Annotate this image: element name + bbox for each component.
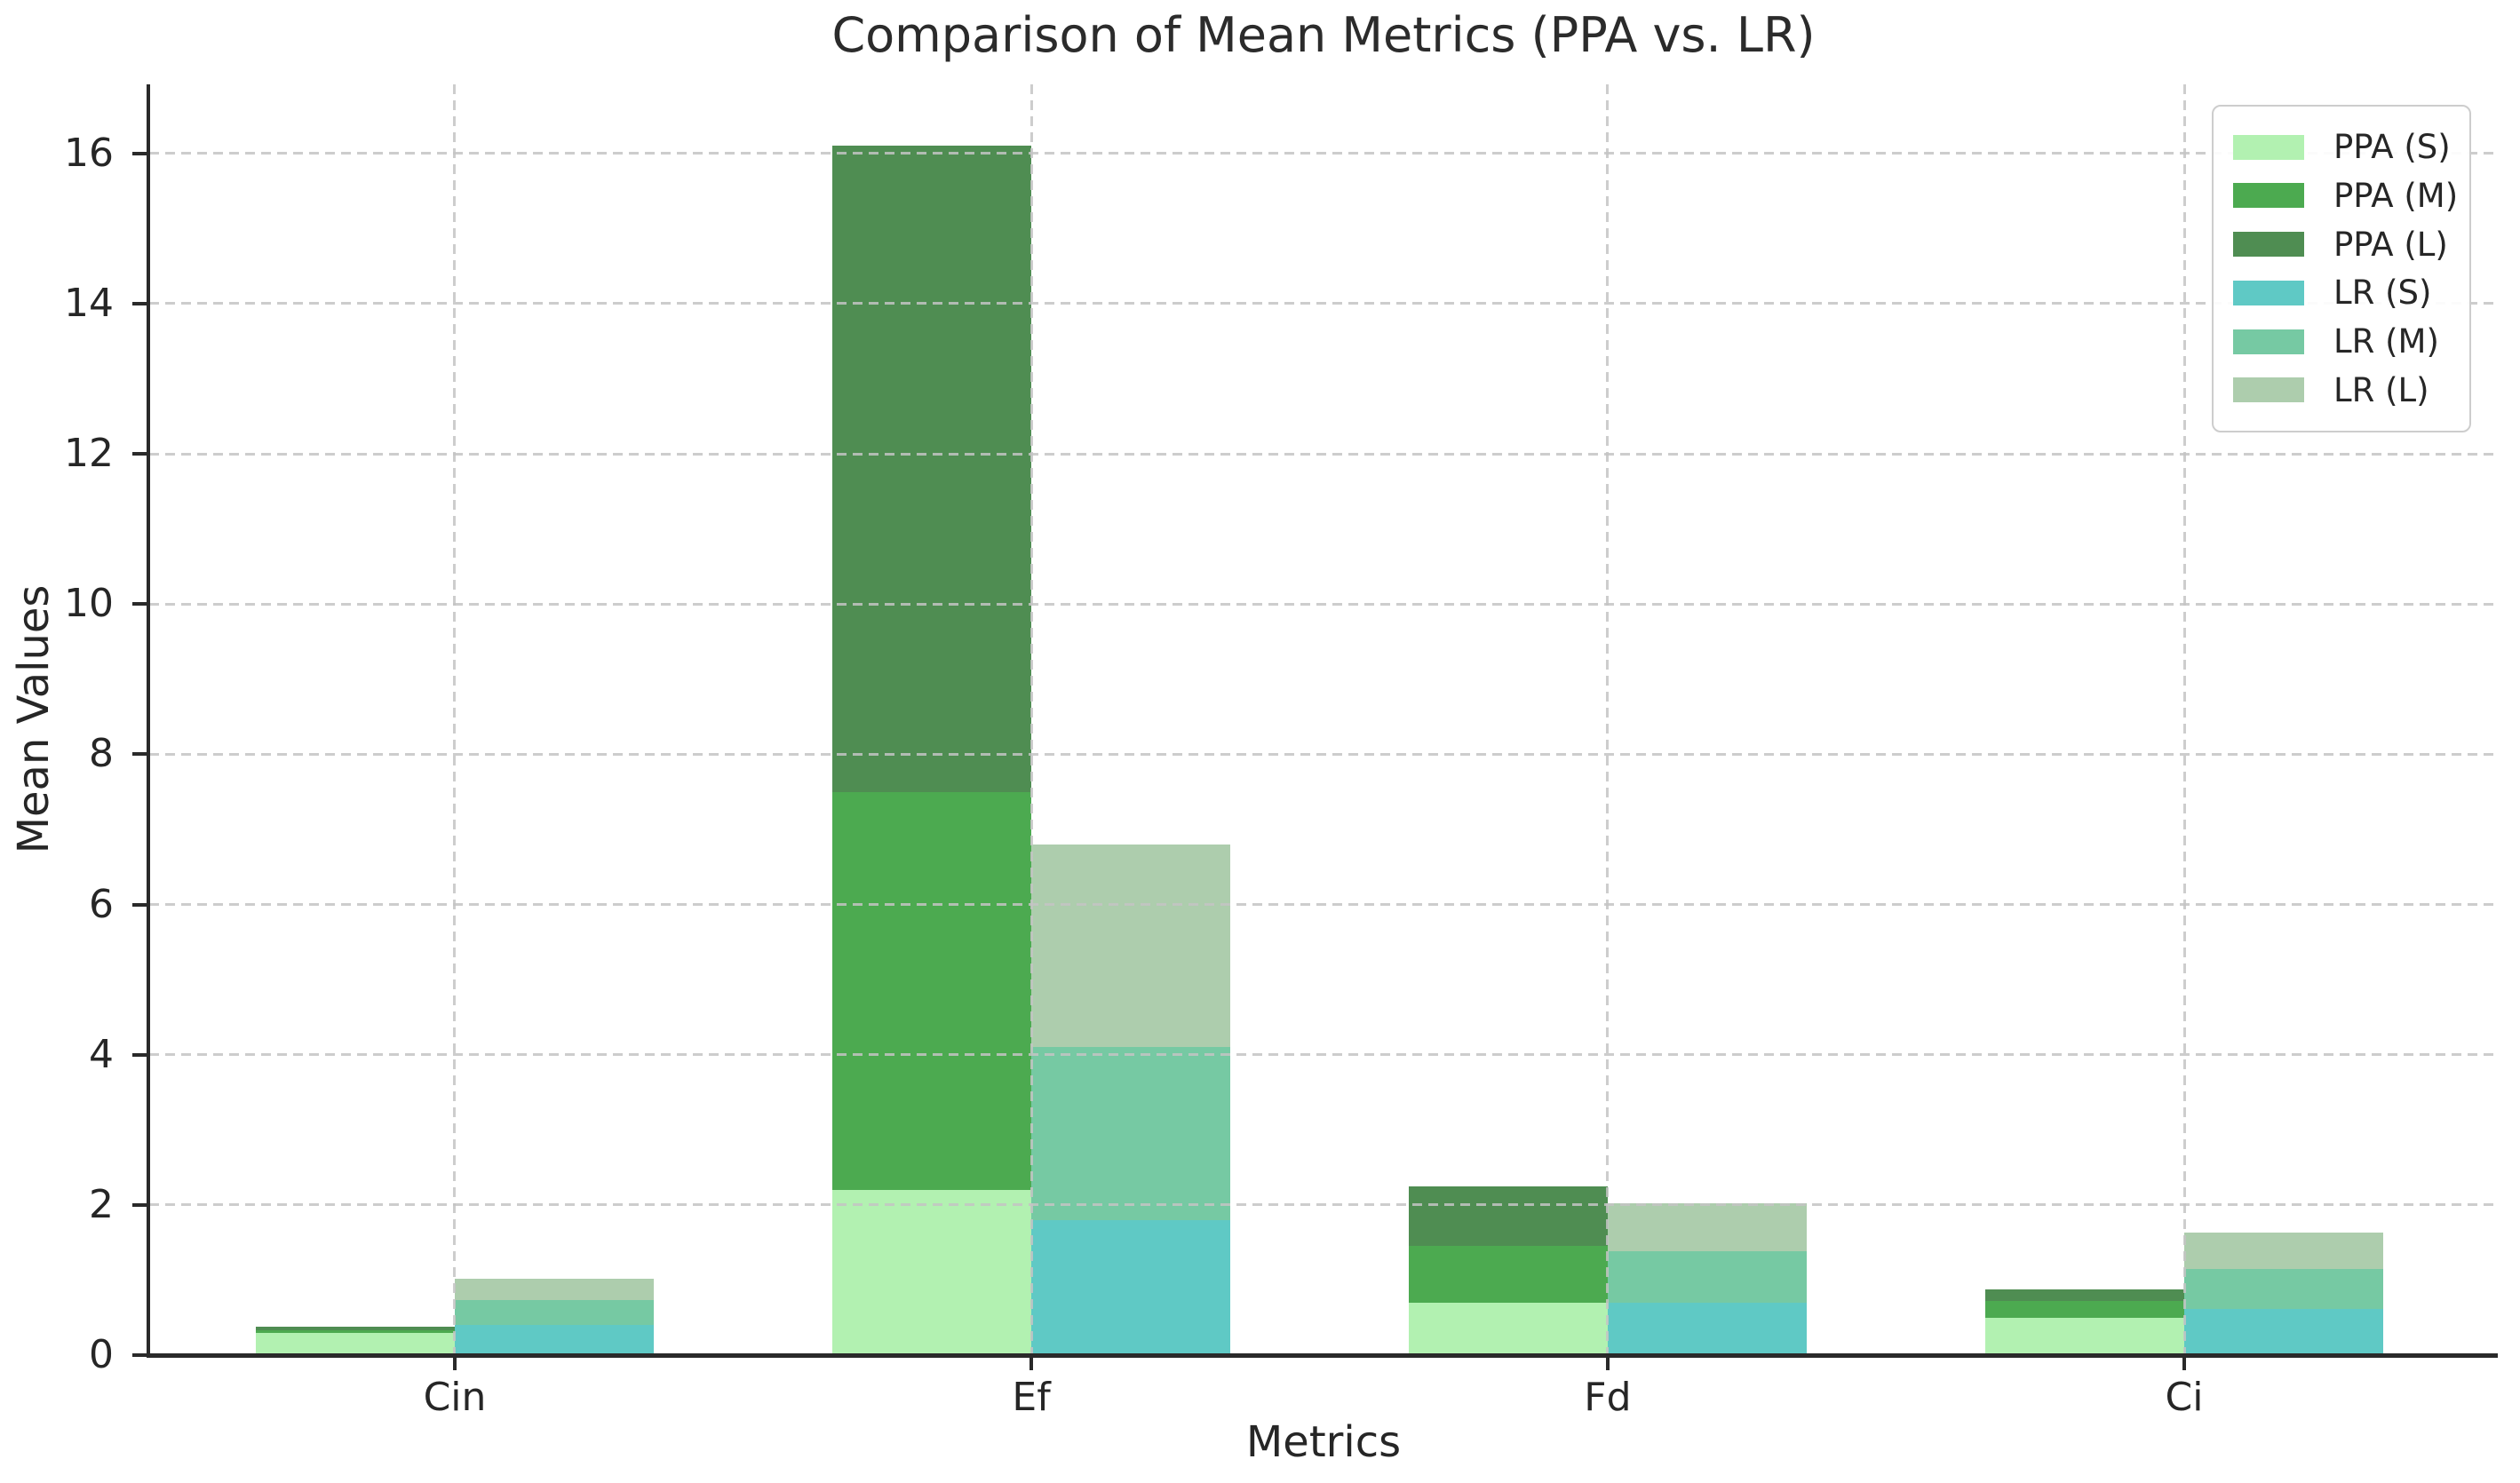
y-tick-label: 6: [89, 881, 114, 927]
x-axis-label: Metrics: [1245, 1417, 1402, 1467]
gridline-horizontal: [149, 602, 2498, 606]
x-tick-mark: [1605, 1357, 1610, 1370]
legend-swatch-LR (S): [2233, 280, 2304, 305]
x-tick-mark: [452, 1357, 457, 1370]
y-tick-label: 14: [64, 280, 114, 326]
bar-Ef-PPA (S): [832, 1189, 1032, 1355]
y-tick-mark: [132, 1202, 147, 1207]
gridline-horizontal: [149, 452, 2498, 456]
gridline-horizontal: [149, 152, 2498, 155]
bar-Cin-PPA (S): [255, 1333, 455, 1355]
x-tick-label: Cin: [423, 1375, 487, 1420]
bar-Ci-LR (S): [2184, 1308, 2384, 1355]
y-tick-label: 8: [89, 731, 114, 777]
gridline-horizontal: [149, 903, 2498, 907]
gridline-vertical: [1029, 84, 1033, 1355]
y-tick-mark: [132, 602, 147, 607]
bar-Cin-PPA (M): [255, 1330, 455, 1334]
legend-label: LR (S): [2333, 274, 2432, 313]
legend-label: PPA (S): [2333, 128, 2451, 166]
gridline-horizontal: [149, 1053, 2498, 1057]
bar-Ci-PPA (L): [1985, 1289, 2185, 1302]
gridline-horizontal: [149, 1203, 2498, 1207]
y-tick-mark: [132, 902, 147, 907]
bar-Fd-LR (M): [1607, 1251, 1807, 1303]
x-tick-label: Ef: [1012, 1375, 1051, 1420]
bar-Fd-PPA (S): [1408, 1302, 1608, 1355]
bar-Fd-LR (L): [1607, 1203, 1807, 1252]
y-tick-mark: [132, 151, 147, 155]
gridline-vertical: [1606, 84, 1610, 1355]
bar-Ef-LR (L): [1031, 844, 1231, 1048]
legend-label: LR (M): [2333, 322, 2439, 361]
y-tick-label: 4: [89, 1031, 114, 1077]
gridline-horizontal: [149, 752, 2498, 756]
y-tick-label: 16: [64, 130, 114, 176]
plot-area: 0 2 4 6 8 10 12 14 16 Cin Ef Fd Ci: [64, 84, 2498, 1420]
bar-Cin-LR (S): [454, 1325, 654, 1355]
gridline-vertical: [453, 84, 457, 1355]
bar-Fd-PPA (L): [1408, 1186, 1608, 1247]
legend-item: PPA (S): [2233, 128, 2460, 166]
legend-item: PPA (M): [2233, 177, 2460, 215]
legend-item: LR (S): [2233, 274, 2460, 312]
legend-item: LR (M): [2233, 322, 2460, 361]
y-tick-label: 2: [89, 1181, 114, 1227]
legend-item: PPA (L): [2233, 226, 2460, 264]
legend-swatch-PPA (M): [2233, 183, 2304, 209]
legend-swatch-LR (L): [2233, 377, 2304, 403]
bar-Ef-LR (M): [1031, 1047, 1231, 1220]
y-tick-label: 10: [64, 581, 114, 627]
bar-Cin-PPA (L): [255, 1326, 455, 1331]
legend-label: LR (L): [2333, 370, 2429, 409]
x-tick-label: Ci: [2165, 1375, 2204, 1420]
y-axis-line: [147, 84, 150, 1358]
y-tick-mark: [132, 452, 147, 456]
bar-Ci-PPA (M): [1985, 1301, 2185, 1318]
bar-Ef-LR (S): [1031, 1219, 1231, 1355]
bar-Fd-PPA (M): [1408, 1246, 1608, 1303]
y-tick-mark: [132, 752, 147, 757]
bar-Ci-LR (M): [2184, 1268, 2384, 1309]
bar-Ef-PPA (M): [832, 791, 1032, 1190]
legend-swatch-PPA (L): [2233, 232, 2304, 258]
x-tick-label: Fd: [1584, 1375, 1632, 1420]
y-tick-label: 0: [89, 1332, 114, 1377]
y-tick-mark: [132, 1052, 147, 1057]
bar-Cin-LR (M): [454, 1300, 654, 1326]
y-tick-label: 12: [64, 431, 114, 477]
x-tick-mark: [2182, 1357, 2187, 1370]
bar-Cin-LR (L): [454, 1278, 654, 1301]
gridline-vertical: [2182, 84, 2186, 1355]
gridline-horizontal: [149, 302, 2498, 305]
legend-item: LR (L): [2233, 371, 2460, 409]
bar-Ci-LR (L): [2184, 1233, 2384, 1269]
bar-Ef-PPA (L): [832, 146, 1032, 792]
legend-label: PPA (L): [2333, 225, 2448, 264]
chart-title: Comparison of Mean Metrics (PPA vs. LR): [831, 7, 1816, 63]
y-tick-mark: [132, 301, 147, 305]
y-tick-mark: [132, 1353, 147, 1357]
legend: PPA (S) PPA (M) PPA (L) LR (S) LR (M) LR (L): [2212, 105, 2471, 432]
x-axis-line: [147, 1353, 2498, 1358]
legend-label: PPA (M): [2333, 176, 2459, 215]
bar-Ci-PPA (S): [1985, 1317, 2185, 1355]
x-tick-mark: [1029, 1357, 1034, 1370]
bar-Fd-LR (S): [1607, 1302, 1807, 1355]
legend-swatch-LR (M): [2233, 329, 2304, 354]
legend-swatch-PPA (S): [2233, 134, 2304, 160]
